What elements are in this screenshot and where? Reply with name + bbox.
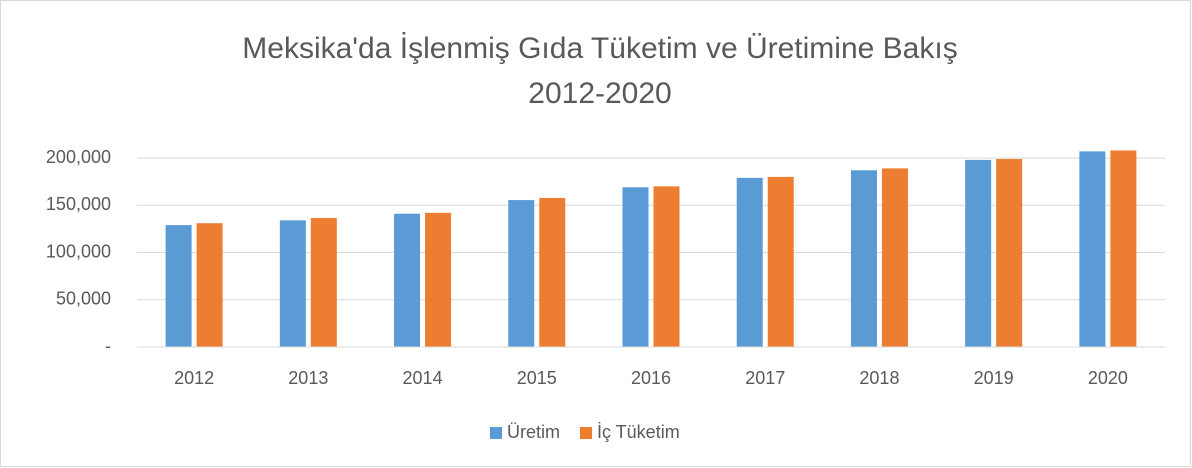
legend-label: Üretim — [507, 422, 560, 442]
bar — [767, 176, 794, 347]
x-tick-label: 2015 — [517, 368, 557, 388]
y-tick-label: 50,000 — [56, 289, 111, 309]
x-tick-label: 2018 — [859, 368, 899, 388]
legend-label: İç Tüketim — [597, 422, 680, 442]
bar — [394, 213, 421, 347]
bar — [279, 220, 306, 347]
legend-swatch — [490, 427, 502, 439]
bar — [881, 168, 908, 347]
bar — [653, 186, 680, 347]
chart-title: Meksika'da İşlenmiş Gıda Tüketim ve Üret… — [242, 32, 957, 65]
legend-swatch — [580, 427, 592, 439]
y-tick-label: 150,000 — [46, 194, 111, 214]
y-tick-label: - — [105, 336, 111, 356]
bar — [508, 200, 535, 347]
x-tick-label: 2019 — [974, 368, 1014, 388]
bar — [165, 225, 192, 347]
x-tick-label: 2014 — [403, 368, 443, 388]
y-tick-label: 200,000 — [46, 147, 111, 167]
bar — [425, 212, 452, 347]
y-tick-label: 100,000 — [46, 241, 111, 261]
bar — [1110, 150, 1137, 347]
bar — [310, 218, 337, 347]
bar — [850, 170, 877, 347]
bar — [996, 158, 1023, 347]
bar — [965, 159, 992, 347]
x-tick-label: 2013 — [288, 368, 328, 388]
bar — [539, 197, 566, 347]
chart-title: 2012-2020 — [528, 77, 671, 110]
bar — [736, 177, 763, 347]
x-tick-label: 2012 — [174, 368, 214, 388]
bar — [622, 187, 649, 347]
x-tick-label: 2017 — [745, 368, 785, 388]
x-tick-label: 2020 — [1088, 368, 1128, 388]
bar — [196, 223, 223, 347]
x-tick-label: 2016 — [631, 368, 671, 388]
bar — [1079, 151, 1106, 347]
